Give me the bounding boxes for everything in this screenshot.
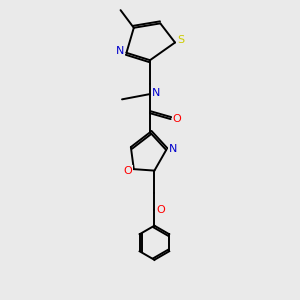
Text: N: N bbox=[116, 46, 124, 56]
Text: O: O bbox=[157, 206, 165, 215]
Text: O: O bbox=[123, 166, 132, 176]
Text: O: O bbox=[173, 114, 182, 124]
Text: S: S bbox=[177, 34, 184, 45]
Text: N: N bbox=[152, 88, 161, 98]
Text: N: N bbox=[169, 143, 178, 154]
